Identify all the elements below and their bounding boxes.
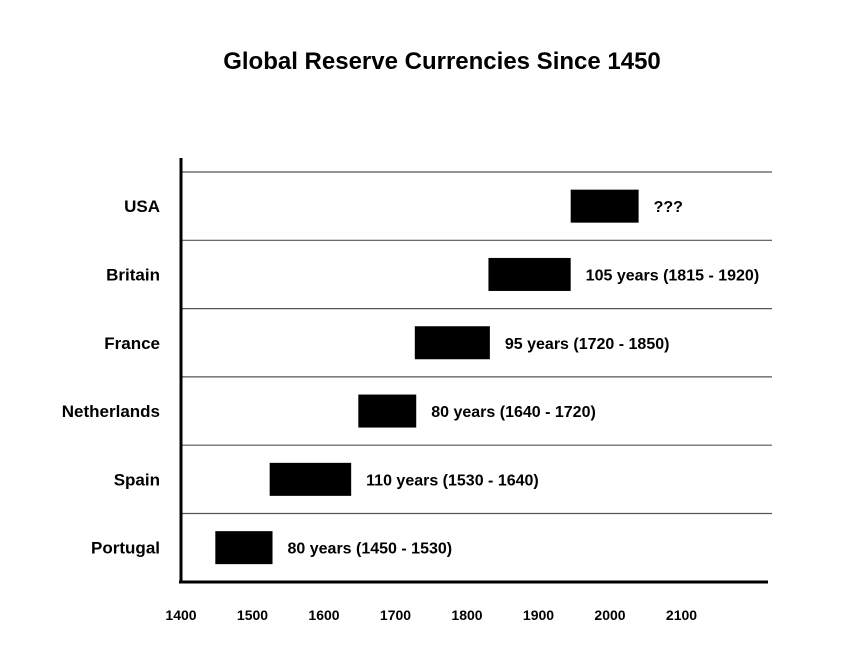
x-tick-label: 1600 [308,607,339,623]
x-tick-label: 1800 [451,607,482,623]
chart-title: Global Reserve Currencies Since 1450 [223,48,661,75]
category-label-spain: Spain [114,470,160,489]
bars [215,189,639,565]
category-label-portugal: Portugal [91,539,160,558]
category-label-usa: USA [124,197,160,216]
x-tick-label: 1400 [165,607,196,623]
bar-france [414,326,490,360]
data-label-portugal: 80 years (1450 - 1530) [288,541,453,558]
data-label-netherlands: 80 years (1640 - 1720) [431,404,596,421]
x-axis-ticks: 1400 1500 1600 1700 1800 1900 2000 2100 [165,607,697,623]
bar-usa [570,189,639,223]
category-label-netherlands: Netherlands [62,402,160,421]
bar-portugal [215,531,273,565]
bar-spain [269,462,352,496]
x-tick-label: 2100 [666,607,697,623]
category-label-france: France [104,334,160,353]
row-dividers [181,171,772,515]
x-tick-label: 1500 [237,607,268,623]
bar-britain [488,257,571,291]
data-label-usa: ??? [654,199,683,216]
x-tick-label: 1700 [380,607,411,623]
data-label-spain: 110 years (1530 - 1640) [366,472,539,489]
data-label-britain: 105 years (1815 - 1920) [586,267,759,284]
x-tick-label: 2000 [594,607,625,623]
category-label-britain: Britain [106,265,160,284]
data-label-france: 95 years (1720 - 1850) [505,336,670,353]
bar-netherlands [358,394,417,428]
labels: USA ??? Britain 105 years (1815 - 1920) Fran… [62,197,759,558]
x-tick-label: 1900 [523,607,554,623]
